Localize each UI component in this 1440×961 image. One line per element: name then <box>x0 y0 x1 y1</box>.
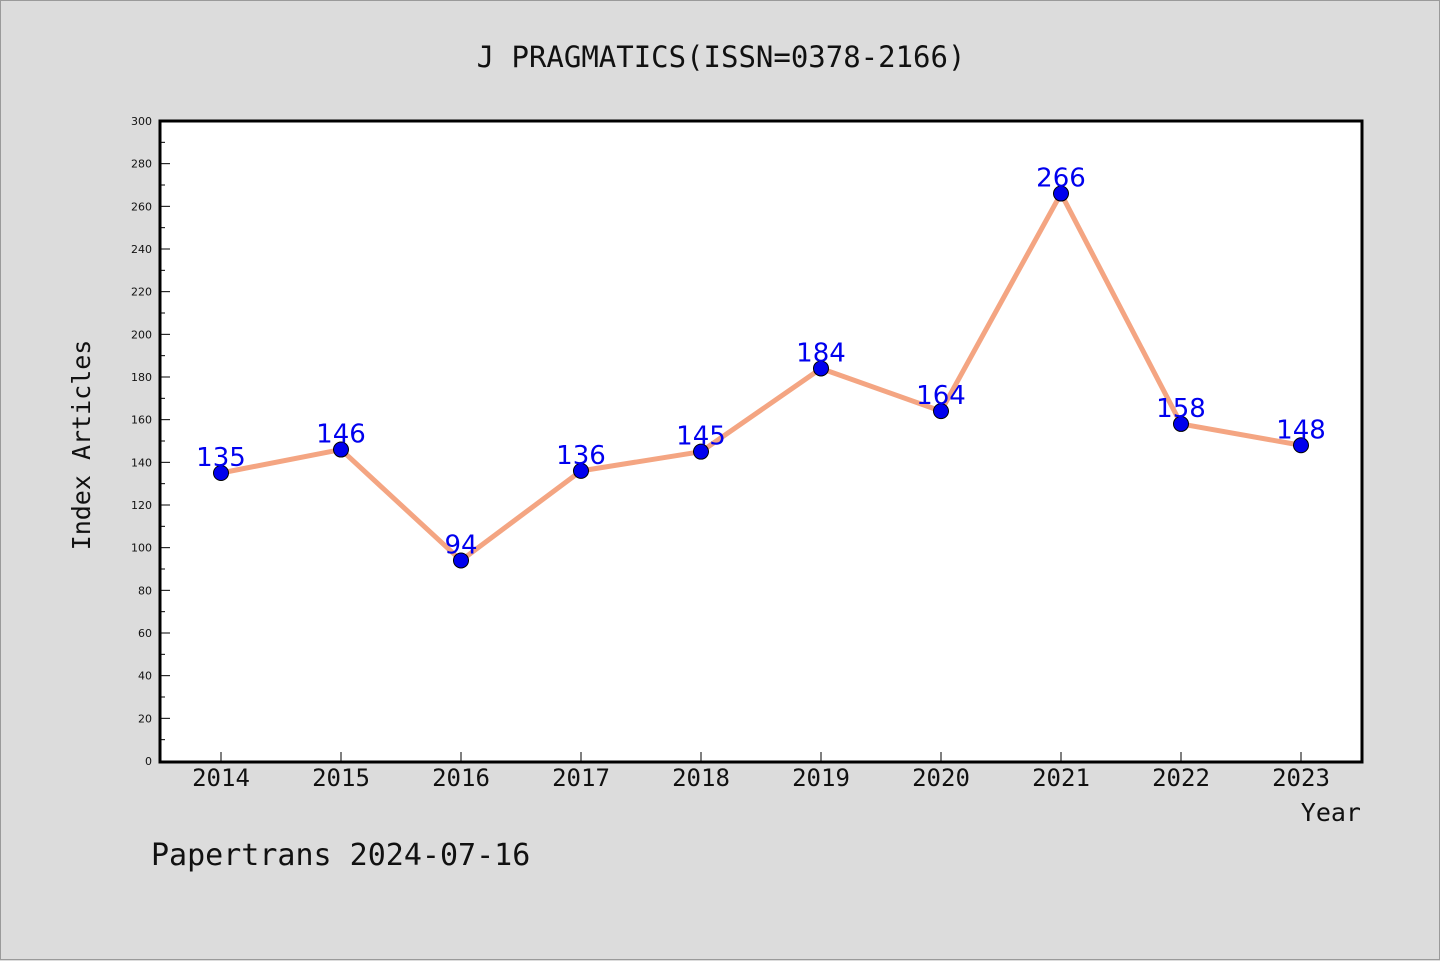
y-tick-label: 0 <box>145 755 152 768</box>
data-point <box>813 360 829 377</box>
x-tick-label: 2016 <box>432 764 490 792</box>
data-label: 266 <box>1036 164 1086 194</box>
data-label: 148 <box>1276 415 1326 445</box>
y-axis-ticks: 0 20 40 60 80 100 120 140 160 180 200 220 240 260 280 3… <box>131 115 170 768</box>
y-axis-label: Index Articles <box>67 340 96 551</box>
y-tick-label: 20 <box>138 712 152 725</box>
data-point <box>1293 437 1309 454</box>
x-tick-label: 2017 <box>552 764 610 792</box>
y-tick-label: 120 <box>131 499 152 512</box>
data-point <box>1173 415 1189 432</box>
data-label: 146 <box>316 420 366 450</box>
data-labels: 135 146 94 136 145 184 164 266 158 148 <box>196 164 1326 561</box>
y-tick-label: 100 <box>131 542 152 555</box>
series-line <box>218 191 1304 563</box>
data-point <box>453 552 469 569</box>
data-label: 136 <box>556 441 606 471</box>
data-point <box>573 462 589 479</box>
data-label: 164 <box>916 381 966 411</box>
y-tick-label: 300 <box>131 115 152 128</box>
y-tick-label: 240 <box>131 243 152 256</box>
y-tick-label: 200 <box>131 328 152 341</box>
y-tick-label: 180 <box>131 371 152 384</box>
data-label: 135 <box>196 443 246 473</box>
data-point <box>333 441 349 458</box>
data-label: 94 <box>444 530 477 560</box>
data-point <box>1053 185 1069 202</box>
footer-credit: Papertrans 2024-07-16 <box>151 838 530 873</box>
y-tick-label: 280 <box>131 158 152 171</box>
plot-area <box>158 119 1364 764</box>
y-tick-label: 160 <box>131 414 152 427</box>
y-tick-label: 60 <box>138 627 152 640</box>
x-axis-ticks: 2014 2015 2016 2017 2018 2019 2020 2021 2022 2023 <box>192 752 1330 792</box>
x-tick-label: 2022 <box>1152 764 1210 792</box>
x-tick-label: 2020 <box>912 764 970 792</box>
chart-title: J PRAGMATICS(ISSN=0378-2166) <box>477 40 966 74</box>
y-tick-label: 260 <box>131 200 152 213</box>
y-tick-label: 80 <box>138 584 152 597</box>
data-label: 184 <box>796 338 846 368</box>
x-tick-label: 2014 <box>192 764 250 792</box>
x-tick-label: 2015 <box>312 764 370 792</box>
data-label: 158 <box>1156 394 1206 424</box>
y-tick-label: 40 <box>138 670 152 683</box>
data-point <box>693 443 709 460</box>
x-tick-label: 2021 <box>1032 764 1090 792</box>
x-tick-label: 2023 <box>1272 764 1330 792</box>
x-tick-label: 2018 <box>672 764 730 792</box>
data-markers <box>213 185 1309 569</box>
data-point <box>213 465 229 481</box>
x-tick-label: 2019 <box>792 764 850 792</box>
y-tick-label: 220 <box>131 286 152 299</box>
y-tick-label: 140 <box>131 456 152 469</box>
data-point <box>933 403 949 420</box>
data-label: 145 <box>676 422 726 452</box>
x-axis-label: Year <box>1301 798 1361 827</box>
